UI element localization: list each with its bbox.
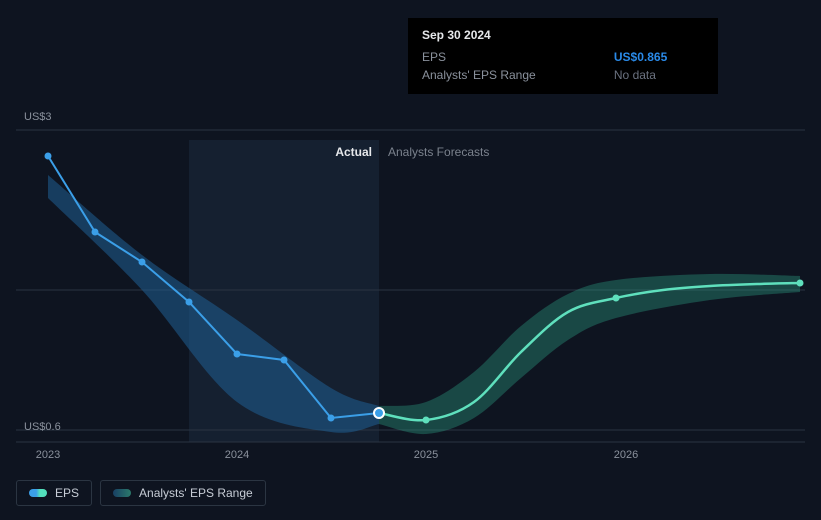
eps-forecast-marker (423, 417, 430, 424)
legend-label: EPS (55, 486, 79, 500)
eps-marker (45, 153, 52, 160)
x-axis-label: 2024 (225, 449, 249, 461)
eps-marker (186, 299, 193, 306)
y-axis-label: US$0.6 (24, 421, 61, 433)
tooltip-row-value: US$0.865 (614, 48, 704, 66)
legend-swatch (29, 489, 47, 497)
tooltip-row-value: No data (614, 66, 704, 84)
eps-forecast-chart: { "tooltip": { "date": "Sep 30 2024", "r… (0, 0, 821, 520)
legend-label: Analysts' EPS Range (139, 486, 253, 500)
tooltip-row: EPSUS$0.865 (422, 48, 704, 66)
tooltip-table: EPSUS$0.865Analysts' EPS RangeNo data (422, 48, 704, 84)
eps-marker (281, 357, 288, 364)
eps-forecast-marker (613, 295, 620, 302)
tooltip-row: Analysts' EPS RangeNo data (422, 66, 704, 84)
x-axis-label: 2025 (414, 449, 438, 461)
forecast-label: Analysts Forecasts (388, 145, 489, 159)
tooltip-date: Sep 30 2024 (422, 28, 704, 42)
x-axis-label: 2023 (36, 449, 60, 461)
tooltip: Sep 30 2024 EPSUS$0.865Analysts' EPS Ran… (408, 18, 718, 94)
tooltip-row-label: Analysts' EPS Range (422, 66, 614, 84)
eps-marker (234, 351, 241, 358)
actual-label: Actual (335, 145, 372, 159)
legend: EPS Analysts' EPS Range (16, 480, 266, 506)
legend-item[interactable]: Analysts' EPS Range (100, 480, 266, 506)
range-forecast (379, 274, 800, 434)
highlight-marker (374, 408, 384, 418)
eps-marker (328, 415, 335, 422)
legend-swatch (113, 489, 131, 497)
tooltip-row-label: EPS (422, 48, 614, 66)
eps-marker (139, 259, 146, 266)
eps-forecast-marker (797, 280, 804, 287)
eps-marker (92, 229, 99, 236)
legend-item[interactable]: EPS (16, 480, 92, 506)
y-axis-label: US$3 (24, 111, 52, 123)
x-axis-label: 2026 (614, 449, 638, 461)
